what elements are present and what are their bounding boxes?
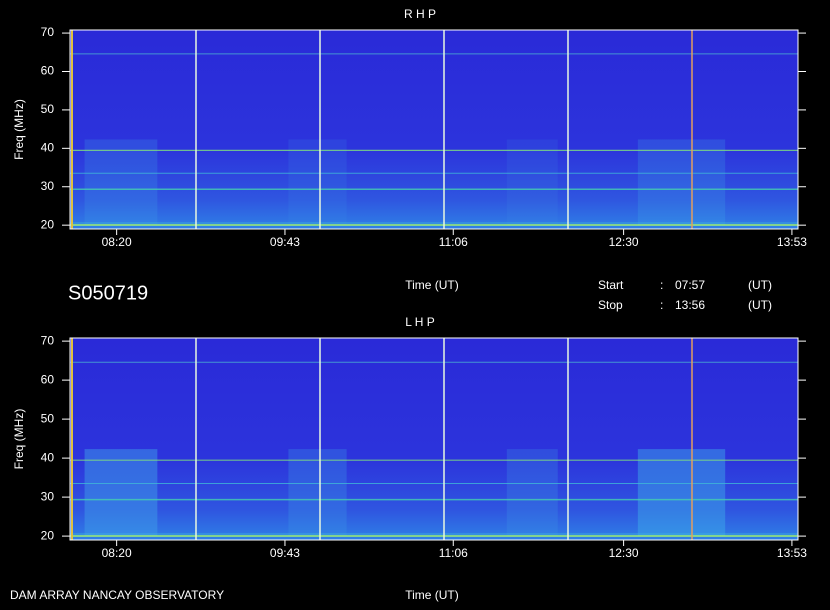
y-tick-label: 40 <box>41 450 55 464</box>
emission-patch <box>288 139 347 226</box>
stop-sep: : <box>660 298 663 312</box>
start-time: 07:57 <box>675 278 705 292</box>
y-tick-label: 40 <box>41 140 55 154</box>
panel-title: L H P <box>405 315 435 329</box>
y-tick-label: 60 <box>41 372 55 386</box>
start-label: Start <box>598 278 624 292</box>
y-tick-label: 20 <box>41 217 55 231</box>
footer: DAM ARRAY NANCAY OBSERVATORY <box>10 588 224 602</box>
x-tick-label: 13:53 <box>777 235 807 249</box>
emission-patch <box>84 449 158 536</box>
emission-patch <box>506 449 558 536</box>
x-tick-label: 11:06 <box>439 546 468 560</box>
emission-patch <box>637 449 726 536</box>
panel-title: R H P <box>404 7 436 21</box>
y-tick-label: 70 <box>41 333 55 347</box>
x-tick-label: 12:30 <box>609 235 639 249</box>
stop-label: Stop <box>598 298 623 312</box>
y-tick-label: 50 <box>41 411 55 425</box>
emission-patch <box>288 449 347 536</box>
spectrogram-bg <box>70 338 798 540</box>
x-tick-label: 11:06 <box>439 235 468 249</box>
y-tick-label: 20 <box>41 528 55 542</box>
x-tick-label: 12:30 <box>609 546 639 560</box>
start-unit: (UT) <box>748 278 772 292</box>
y-axis-label: Freq (MHz) <box>12 99 26 160</box>
start-sep: : <box>660 278 663 292</box>
plot-frame <box>69 337 799 541</box>
station-id: S050719 <box>68 282 148 304</box>
emission-patch <box>637 139 726 226</box>
x-tick-label: 08:20 <box>102 235 132 249</box>
spectrogram-bg <box>70 30 798 229</box>
emission-patch <box>506 139 558 226</box>
emission-patch <box>84 139 158 226</box>
y-tick-label: 50 <box>41 102 55 116</box>
y-axis-label: Freq (MHz) <box>12 409 26 470</box>
x-tick-label: 09:43 <box>270 546 300 560</box>
stop-unit: (UT) <box>748 298 772 312</box>
x-axis-label: Time (UT) <box>405 278 459 292</box>
x-tick-label: 08:20 <box>102 546 132 560</box>
y-tick-label: 60 <box>41 64 55 78</box>
y-tick-label: 70 <box>41 25 55 39</box>
y-tick-label: 30 <box>41 179 55 193</box>
x-tick-label: 09:43 <box>270 235 300 249</box>
plot-frame <box>69 29 799 230</box>
stop-time: 13:56 <box>675 298 705 312</box>
y-tick-label: 30 <box>41 489 55 503</box>
x-tick-label: 13:53 <box>777 546 807 560</box>
x-axis-label: Time (UT) <box>405 588 459 602</box>
